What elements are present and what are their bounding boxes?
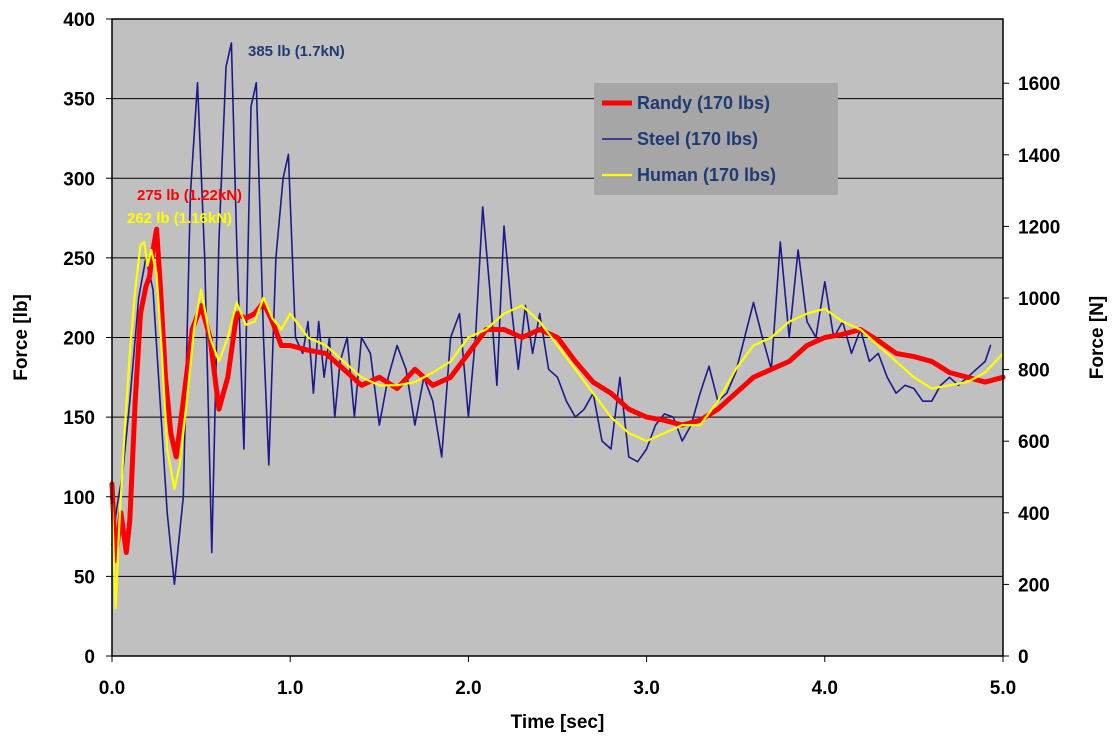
y2-tick-label: 400 — [1018, 504, 1050, 525]
x-tick-label: 5.0 — [990, 678, 1016, 699]
x-tick-label: 2.0 — [455, 678, 481, 699]
peak-annotations: 385 lb (1.7kN) 275 lb (1.22kN) 262 lb (1.1… — [127, 43, 345, 227]
x-tick-label: 3.0 — [633, 678, 659, 699]
y2-axis-ticks: 0 200 400 600 800 1000 1200 1400 1600 — [1003, 74, 1060, 668]
y2-tick-label: 1400 — [1018, 146, 1060, 167]
series-line-1 — [109, 226, 1006, 563]
series-line-2 — [111, 42, 992, 586]
y-axis-title: Force [lb] — [11, 294, 32, 381]
legend-label: Randy (170 lbs) — [637, 93, 770, 113]
y2-tick-label: 1000 — [1018, 289, 1060, 310]
y-tick-label: 400 — [63, 10, 95, 31]
x-axis-ticks: 0.0 1.0 2.0 3.0 4.0 5.0 — [99, 656, 1016, 699]
series-lines — [109, 42, 1006, 610]
legend-label: Steel (170 lbs) — [637, 129, 758, 149]
legend-box — [594, 83, 838, 195]
y2-tick-label: 1200 — [1018, 217, 1060, 238]
y-tick-label: 50 — [74, 567, 95, 588]
x-tick-label: 1.0 — [277, 678, 303, 699]
y2-tick-label: 600 — [1018, 432, 1050, 453]
annotation-label: 262 lb (1.16kN) — [127, 210, 232, 227]
y2-tick-label: 800 — [1018, 361, 1050, 382]
annotation-label: 385 lb (1.7kN) — [248, 43, 345, 60]
y-tick-label: 0 — [84, 647, 95, 668]
y-tick-label: 350 — [63, 90, 95, 111]
series-line-3 — [110, 240, 1005, 610]
y2-tick-label: 1600 — [1018, 74, 1060, 95]
y-tick-label: 300 — [63, 169, 95, 190]
y2-tick-label: 0 — [1018, 647, 1029, 668]
y-tick-label: 150 — [63, 408, 95, 429]
annotation-label: 275 lb (1.22kN) — [137, 187, 242, 204]
x-tick-label: 0.0 — [99, 678, 125, 699]
y-tick-label: 250 — [63, 249, 95, 270]
legend-label: Human (170 lbs) — [637, 165, 776, 185]
y-tick-label: 100 — [63, 488, 95, 509]
x-tick-label: 4.0 — [812, 678, 838, 699]
x-axis-title: Time [sec] — [511, 712, 605, 733]
legend: Randy (170 lbs) Steel (170 lbs) Human (170… — [594, 83, 838, 195]
y-axis-ticks: 0 50 100 150 200 250 300 350 400 — [63, 10, 112, 668]
y-tick-label: 200 — [63, 329, 95, 350]
y2-axis-title: Force [N] — [1087, 296, 1108, 379]
y2-tick-label: 200 — [1018, 575, 1050, 596]
